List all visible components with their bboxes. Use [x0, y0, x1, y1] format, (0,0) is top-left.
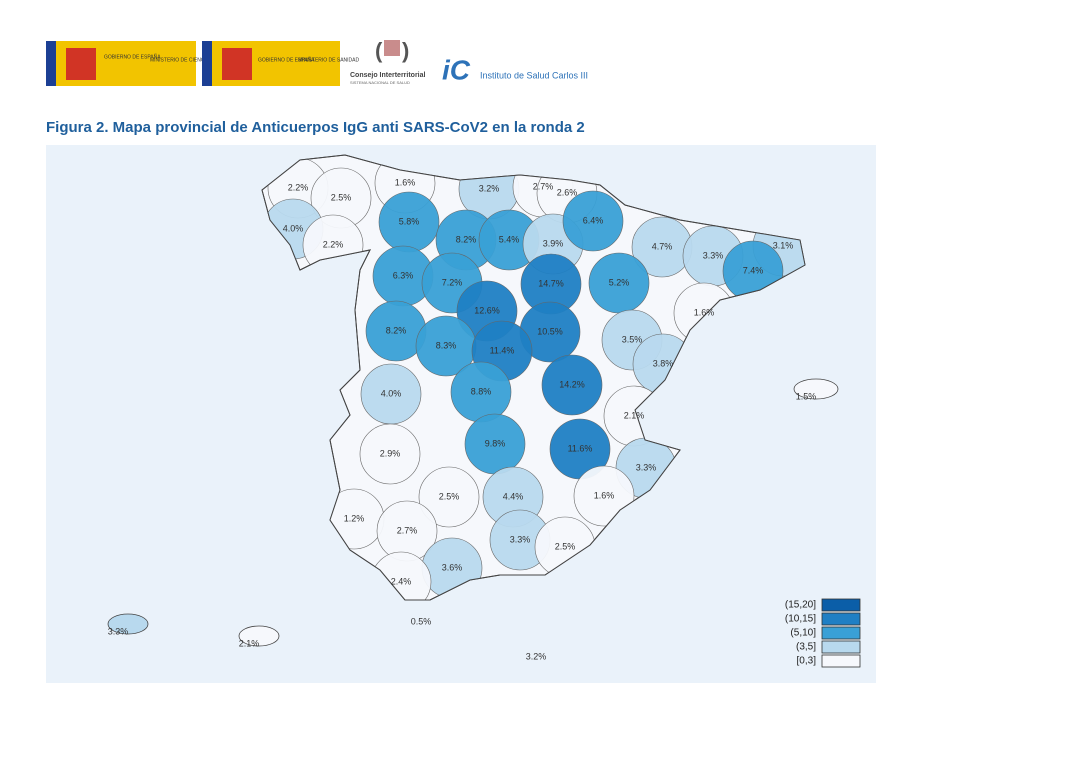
- province-label: 3.1%: [773, 240, 794, 250]
- province-label: 2.7%: [533, 181, 554, 191]
- svg-text:(: (: [375, 38, 383, 63]
- legend: (15,20] (10,15] (5,10] (3,5] [0,3]: [785, 598, 861, 668]
- province-label: 4.7%: [652, 241, 673, 251]
- province: [562, 190, 624, 252]
- province-label: 4.0%: [381, 388, 402, 398]
- legend-swatch: [821, 654, 861, 668]
- island: [238, 625, 280, 647]
- province: [541, 354, 603, 416]
- province-label: 9.8%: [485, 438, 506, 448]
- province-label: 3.2%: [526, 651, 547, 661]
- province-label: 7.4%: [743, 265, 764, 275]
- province-label: 2.4%: [391, 576, 412, 586]
- legend-swatch: [821, 598, 861, 612]
- province-label: 2.6%: [557, 187, 578, 197]
- province-label: 1.2%: [344, 513, 365, 523]
- province-label: 2.5%: [331, 192, 352, 202]
- province-label: 3.3%: [636, 462, 657, 472]
- mainland-border: [261, 154, 806, 601]
- province-label: 2.2%: [288, 182, 309, 192]
- legend-label: (10,15]: [785, 614, 816, 625]
- province-label: 3.3%: [703, 250, 724, 260]
- province-label: 2.7%: [397, 525, 418, 535]
- province-label: 1.6%: [694, 307, 715, 317]
- logo-bar: GOBIERNO DE ESPAÑA MINISTERIO DE CIENCIA…: [46, 38, 588, 86]
- legend-label: (15,20]: [785, 600, 816, 611]
- province-label: 8.2%: [456, 234, 477, 244]
- figure-title: Figura 2. Mapa provincial de Anticuerpos…: [46, 119, 585, 136]
- province-label: 8.3%: [436, 340, 457, 350]
- legend-label: [0,3]: [797, 656, 817, 667]
- province-label: 3.3%: [108, 626, 129, 636]
- province-label: 11.4%: [490, 345, 515, 355]
- province-label: 5.2%: [609, 277, 630, 287]
- province-label: 12.6%: [474, 305, 500, 315]
- island: [793, 378, 839, 400]
- legend-label: (5,10]: [790, 628, 816, 639]
- svg-text:iC: iC: [442, 54, 471, 85]
- province-label: 3.5%: [622, 334, 643, 344]
- province-label: 1.6%: [594, 490, 615, 500]
- legend-label: (3,5]: [796, 642, 816, 653]
- province-label: 3.3%: [510, 534, 531, 544]
- province-label: 4.0%: [283, 223, 304, 233]
- province-label: 1.5%: [796, 391, 817, 401]
- logo-text: GOBIERNO DE ESPAÑA: [104, 53, 161, 60]
- province-label: 2.5%: [555, 541, 576, 551]
- province-label: 6.3%: [393, 270, 414, 280]
- province-label: 1.6%: [395, 177, 416, 187]
- logo-text: SISTEMA NACIONAL DE SALUD: [350, 80, 410, 85]
- province-label: 3.2%: [479, 183, 500, 193]
- province-label: 0.5%: [411, 616, 432, 626]
- logo-text: GOBIERNO DE ESPAÑA: [258, 56, 315, 63]
- province-label: 2.5%: [439, 491, 460, 501]
- province-label: 14.2%: [559, 379, 585, 389]
- province-label: 2.1%: [624, 410, 645, 420]
- province-label: 8.2%: [386, 325, 407, 335]
- svg-text:): ): [402, 38, 409, 63]
- logo-text: Consejo Interterritorial: [350, 72, 426, 79]
- logo-text: MINISTERIO DE SANIDAD: [298, 57, 360, 63]
- province-label: 7.2%: [442, 277, 463, 287]
- province-label: 4.4%: [503, 491, 524, 501]
- province-label: 3.9%: [543, 238, 564, 248]
- province-label: 6.4%: [583, 215, 604, 225]
- province-label: 8.8%: [471, 386, 492, 396]
- legend-swatch: [821, 612, 861, 626]
- province-label: 5.4%: [499, 234, 520, 244]
- province-label: 2.9%: [380, 448, 401, 458]
- province: [359, 423, 421, 485]
- island: [107, 613, 149, 635]
- map: 2.2%2.5%1.6%3.2% 2.7%2.6%4.0%2.2%5.8%8.2%…: [107, 154, 839, 661]
- province-label: 3.8%: [653, 358, 674, 368]
- legend-swatch: [821, 640, 861, 654]
- logo-text: Instituto de Salud Carlos III: [480, 70, 588, 80]
- province: [418, 466, 480, 528]
- logo-text: MINISTERIO DE CIENCIA E INNOVACIÓN: [150, 56, 247, 63]
- province-label: 10.5%: [537, 326, 563, 336]
- province-label: 5.8%: [399, 216, 420, 226]
- province-label: 14.7%: [538, 278, 564, 288]
- province-label: 3.6%: [442, 562, 463, 572]
- province-label: 2.1%: [239, 638, 260, 648]
- province-label: 2.2%: [323, 239, 344, 249]
- province-label: 11.6%: [568, 443, 593, 453]
- legend-swatch: [821, 626, 861, 640]
